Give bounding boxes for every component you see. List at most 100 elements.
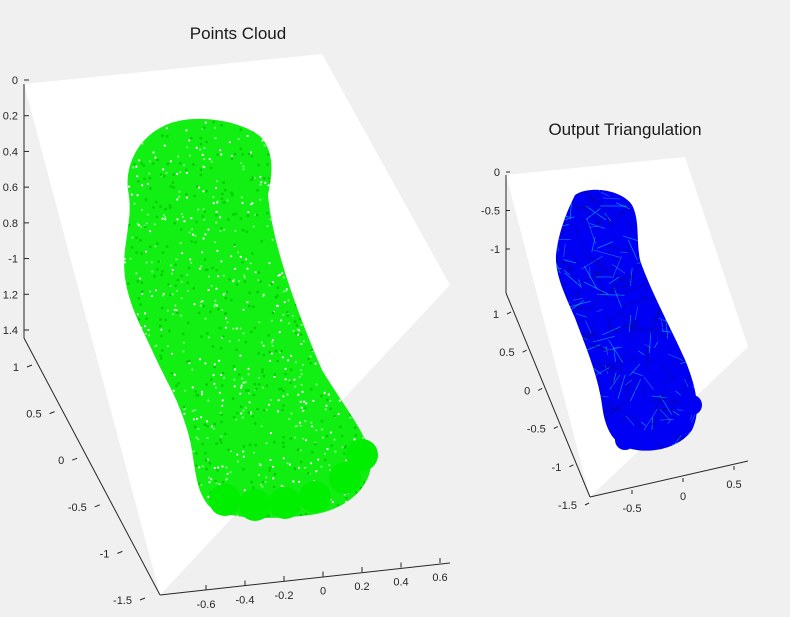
point-marker — [263, 409, 266, 412]
point-marker-gap — [136, 222, 139, 225]
point-marker-gap — [254, 271, 257, 274]
point-marker — [354, 434, 358, 437]
point-marker — [161, 270, 164, 273]
point-marker-gap — [298, 375, 301, 379]
point-marker — [152, 206, 155, 209]
point-marker-gap — [148, 334, 151, 337]
point-marker-gap — [299, 424, 302, 427]
mesh-edge — [701, 199, 717, 206]
toe-lobe — [209, 484, 241, 516]
point-marker-gap — [271, 281, 275, 284]
mesh-edge — [627, 221, 633, 232]
point-marker — [250, 330, 253, 334]
point-marker-gap — [176, 218, 179, 221]
mesh-edge — [588, 194, 612, 210]
point-marker — [159, 354, 162, 358]
point-marker-gap — [212, 374, 215, 377]
point-marker-gap — [199, 148, 202, 151]
point-marker — [203, 423, 207, 427]
point-marker-gap — [173, 373, 176, 376]
point-marker-gap — [353, 438, 356, 441]
point-marker-gap — [240, 196, 243, 199]
mesh-edge — [670, 398, 675, 422]
point-marker-gap — [238, 280, 241, 283]
mesh-edge — [637, 455, 646, 462]
point-marker — [149, 187, 152, 190]
point-marker — [161, 349, 164, 352]
mesh-edge — [576, 313, 587, 318]
mesh-edge — [629, 321, 633, 341]
mesh-edge — [606, 245, 631, 253]
point-marker-gap — [202, 237, 205, 240]
point-marker — [172, 186, 175, 189]
point-marker — [307, 472, 310, 475]
point-marker-gap — [191, 386, 194, 389]
point-marker-gap — [299, 449, 302, 452]
point-marker — [119, 472, 122, 475]
point-marker-gap — [176, 198, 179, 201]
triangulation-z-tick-label: -0.5 — [481, 206, 500, 218]
point-marker-gap — [197, 208, 200, 211]
mesh-edge — [661, 335, 669, 337]
point-marker-gap — [210, 284, 213, 287]
point-marker-gap — [302, 409, 305, 412]
point-marker-gap — [310, 421, 313, 424]
point-marker — [371, 377, 372, 380]
point-marker — [160, 306, 164, 310]
mesh-edge — [596, 360, 622, 371]
point-marker-gap — [201, 251, 204, 254]
point-marker — [267, 514, 270, 517]
mesh-edge — [569, 202, 572, 220]
point-marker — [280, 349, 283, 353]
point-marker-gap — [378, 391, 380, 393]
points-cloud-y-tick-mark — [117, 550, 123, 554]
point-marker-gap — [207, 275, 210, 278]
triangulation-z-tick-label: -1 — [490, 244, 500, 256]
point-marker-gap — [240, 161, 243, 165]
point-marker — [135, 236, 138, 240]
point-marker-gap — [305, 402, 308, 405]
mesh-edge — [584, 266, 598, 290]
point-marker — [282, 445, 286, 449]
point-marker-gap — [264, 480, 267, 484]
point-marker-gap — [273, 375, 276, 378]
point-marker-gap — [374, 436, 376, 438]
point-marker-gap — [140, 208, 144, 211]
point-marker-gap — [178, 190, 181, 193]
mesh-edge — [612, 274, 635, 284]
point-marker — [230, 298, 233, 302]
point-marker — [170, 372, 173, 375]
point-marker-gap — [240, 412, 243, 415]
point-marker — [367, 498, 370, 502]
mesh-edge — [563, 243, 566, 258]
point-marker — [237, 373, 241, 376]
point-marker-gap — [207, 495, 210, 498]
point-marker — [232, 213, 235, 216]
point-marker-gap — [144, 312, 147, 315]
points-cloud-x-tick-label: 0.2 — [354, 581, 369, 593]
point-marker — [223, 188, 227, 192]
mesh-edge — [612, 322, 633, 333]
point-marker — [276, 286, 280, 290]
point-marker-gap — [162, 214, 166, 217]
point-marker-gap — [154, 289, 158, 292]
triangulation-y-tick-label: -1.5 — [558, 500, 577, 512]
triangulation-y-tick-mark — [537, 387, 543, 391]
point-marker-gap — [229, 450, 232, 453]
point-marker-gap — [297, 393, 300, 396]
point-marker — [159, 205, 162, 208]
point-marker — [168, 329, 171, 333]
point-marker-gap — [215, 221, 218, 224]
point-marker — [268, 466, 272, 470]
point-marker-gap — [297, 333, 300, 336]
point-marker-gap — [260, 425, 263, 428]
point-marker — [185, 168, 188, 172]
mesh-edge — [555, 267, 562, 270]
point-marker — [252, 393, 256, 397]
point-marker — [202, 304, 205, 308]
point-marker — [220, 420, 223, 424]
point-marker-gap — [287, 359, 290, 362]
point-marker-gap — [200, 416, 203, 419]
point-marker-gap — [277, 399, 280, 402]
point-marker-gap — [302, 340, 305, 343]
